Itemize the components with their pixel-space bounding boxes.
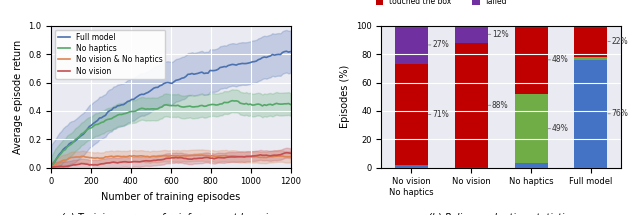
No vision & No haptics	[112, 155, 120, 158]
Text: 12%: 12%	[492, 30, 509, 39]
Full model	[236, 63, 244, 65]
Full model	[212, 69, 220, 71]
Bar	[575, 26, 607, 57]
Full model	[47, 165, 55, 168]
Text: (b) Policy evaluation statistics: (b) Policy evaluation statistics	[428, 213, 575, 215]
Text: (a) Training curves of reinforcement learning: (a) Training curves of reinforcement lea…	[61, 213, 280, 215]
No vision & No haptics	[180, 154, 188, 157]
No vision	[278, 153, 286, 155]
No haptics	[228, 99, 236, 102]
No haptics	[281, 103, 289, 105]
No vision	[283, 151, 291, 154]
Bar	[515, 26, 547, 94]
No vision & No haptics	[239, 155, 246, 158]
No haptics	[98, 121, 106, 124]
No vision	[180, 157, 188, 160]
Legend: completed insertion, touched the box, inserted into hole, failed: completed insertion, touched the box, in…	[373, 0, 556, 8]
Legend: Full model, No haptics, No vision & No haptics, No vision: Full model, No haptics, No vision & No h…	[55, 30, 166, 79]
Bar	[575, 57, 607, 60]
Text: 88%: 88%	[492, 101, 509, 110]
Bar	[575, 60, 607, 168]
Bar	[395, 64, 428, 165]
Full model	[112, 106, 120, 109]
No vision	[236, 155, 244, 158]
Full model	[287, 50, 294, 53]
No vision	[287, 152, 294, 154]
No vision & No haptics	[287, 155, 294, 158]
No vision & No haptics	[47, 166, 55, 169]
Text: 71%: 71%	[432, 110, 449, 119]
Full model	[278, 51, 286, 54]
No haptics	[287, 103, 294, 106]
Bar	[455, 43, 488, 168]
Bar	[395, 165, 428, 168]
Bar	[515, 94, 547, 163]
No haptics	[112, 115, 120, 118]
Bar	[515, 163, 547, 168]
Full model	[283, 50, 291, 52]
No vision & No haptics	[214, 155, 222, 157]
Full model	[98, 117, 106, 119]
No vision & No haptics	[98, 157, 106, 159]
No haptics	[180, 106, 188, 108]
Line: No haptics: No haptics	[51, 101, 291, 168]
Full model	[180, 77, 188, 79]
No vision & No haptics	[198, 154, 206, 156]
Text: 76%: 76%	[612, 109, 628, 118]
No vision	[112, 161, 120, 164]
No vision	[212, 157, 220, 159]
No vision & No haptics	[281, 155, 289, 158]
Bar	[455, 26, 488, 43]
Line: Full model: Full model	[51, 51, 291, 166]
Text: 49%: 49%	[552, 124, 568, 133]
No haptics	[212, 104, 220, 106]
No vision	[47, 166, 55, 169]
Bar	[395, 26, 428, 64]
X-axis label: Number of training episodes: Number of training episodes	[101, 192, 241, 202]
Y-axis label: Average episode return: Average episode return	[13, 40, 22, 154]
No haptics	[239, 102, 246, 105]
No haptics	[47, 166, 55, 169]
No vision	[98, 163, 106, 165]
Text: 22%: 22%	[612, 37, 628, 46]
Y-axis label: Episodes (%): Episodes (%)	[340, 65, 351, 128]
Line: No vision: No vision	[51, 153, 291, 167]
Text: 48%: 48%	[552, 55, 568, 64]
Line: No vision & No haptics: No vision & No haptics	[51, 155, 291, 167]
Text: 27%: 27%	[432, 40, 449, 49]
